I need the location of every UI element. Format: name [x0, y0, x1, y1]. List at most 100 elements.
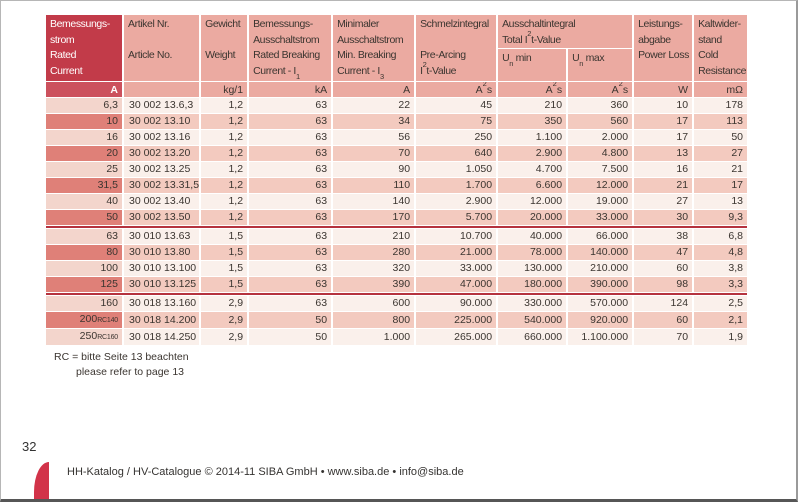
cell: 63	[46, 229, 122, 244]
cell: 210.000	[568, 261, 633, 276]
cell: 2,9	[201, 296, 248, 311]
cell: 63	[249, 245, 332, 260]
fuse-spec-table: Bemessungs-strom Rated Current Artikel Nr. …	[44, 14, 749, 346]
cell: 2.900	[416, 194, 497, 209]
cell: 330.000	[498, 296, 567, 311]
group-separator-line	[46, 226, 748, 228]
header-line: Power Loss	[638, 49, 689, 61]
cell: 17	[634, 114, 693, 129]
cell: 1,5	[201, 277, 248, 292]
column-header: Bemessungs- Ausschaltstrom Rated Breaking C…	[249, 15, 332, 81]
cell: 90.000	[416, 296, 497, 311]
cell: 160	[46, 296, 122, 311]
cell: 30 002 13.40	[124, 194, 200, 209]
header-line: strom	[50, 33, 75, 46]
cell: 210	[498, 98, 567, 113]
table-row: 125 30 010 13.125 1,5 63 390 47.000 180.000 390…	[46, 277, 748, 292]
cell: 17	[634, 130, 693, 145]
header-line: stand	[698, 33, 722, 46]
cell: 30	[634, 210, 693, 225]
cell: 30 002 13.6,3	[124, 98, 200, 113]
cell: 130.000	[498, 261, 567, 276]
unit-cell: kA	[249, 82, 332, 97]
table-row: 200RC140 30 018 14.200 2,9 50 800 225.000 540.…	[46, 312, 748, 328]
cell: 30 002 13.20	[124, 146, 200, 161]
cell: 27	[634, 194, 693, 209]
cell: 63	[249, 114, 332, 129]
page-number: 32	[22, 439, 37, 454]
cell: 16	[46, 130, 122, 145]
unit-cell: W	[634, 82, 693, 97]
header-line	[638, 64, 691, 80]
table-row: 6,3 30 002 13.6,3 1,2 63 22 45 210 360 10 178	[46, 98, 748, 113]
cell: 90	[333, 162, 415, 177]
cell: 570.000	[568, 296, 633, 311]
rc-footnote-english: please refer to page 13	[76, 366, 184, 378]
cell: 30 010 13.100	[124, 261, 200, 276]
cell: 19.000	[568, 194, 633, 209]
table-row: 10 30 002 13.10 1,2 63 34 75 350 560 17 113	[46, 114, 748, 129]
header-line: Rated Breaking	[253, 49, 320, 61]
cell: 30 010 13.63	[124, 229, 200, 244]
cell: 200RC140	[46, 312, 122, 328]
cell: 25	[46, 162, 122, 177]
cell: 170	[333, 210, 415, 225]
cell: 178	[694, 98, 748, 113]
cell: 100	[46, 261, 122, 276]
table-row: 40 30 002 13.40 1,2 63 140 2.900 12.000 19.000 2…	[46, 194, 748, 209]
cell: 2,5	[694, 296, 748, 311]
cell: 70	[634, 329, 693, 345]
cell: 660.000	[498, 329, 567, 345]
header-line: Un min	[502, 52, 532, 69]
header-line: Current - I1	[253, 64, 300, 81]
cell: 10	[634, 98, 693, 113]
column-header: Gewicht Weight	[201, 15, 248, 81]
header-line: Leistungs-	[638, 18, 683, 30]
cell: 30 002 13.31,5	[124, 178, 200, 193]
cell: 13	[634, 146, 693, 161]
cell: 13	[694, 194, 748, 209]
cell: 30 002 13.16	[124, 130, 200, 145]
cell: 30 018 13.160	[124, 296, 200, 311]
cell: 63	[249, 229, 332, 244]
cell: 75	[416, 114, 497, 129]
cell: 63	[249, 98, 332, 113]
cell: 12.000	[498, 194, 567, 209]
rc-footnote: RC = bitte Seite 13 beachten please refe…	[54, 350, 189, 380]
cell: 50	[694, 130, 748, 145]
header-line: Kaltwider-	[698, 18, 741, 30]
cell: 40.000	[498, 229, 567, 244]
cell: 30 002 13.25	[124, 162, 200, 177]
footer-catalog-line: HH-Katalog / HV-Catalogue © 2014-11 SIBA…	[67, 466, 464, 478]
rc-suffix: RC160	[97, 334, 118, 341]
unit-cell: A2s	[568, 82, 633, 97]
header-line: Gewicht	[205, 18, 241, 30]
header-line: Artikel Nr.	[128, 18, 170, 30]
cell: 47.000	[416, 277, 497, 292]
header-line: Resistance	[698, 64, 747, 77]
cell: 63	[249, 296, 332, 311]
cell: 20.000	[498, 210, 567, 225]
cell: 17	[694, 178, 748, 193]
cell: 5.700	[416, 210, 497, 225]
cell: 1,2	[201, 194, 248, 209]
header-line: Article No.	[128, 49, 173, 61]
table-row: 20 30 002 13.20 1,2 63 70 640 2.900 4.800 13 27	[46, 146, 748, 161]
header-line	[205, 64, 246, 80]
cell: 280	[333, 245, 415, 260]
column-header: Leistungs-abgabe Power Loss	[634, 15, 693, 81]
column-subheader: Un max	[568, 49, 633, 81]
cell: 800	[333, 312, 415, 328]
cell: 34	[333, 114, 415, 129]
cell: 1,5	[201, 261, 248, 276]
column-header: Kaltwider-stand Cold Resistance	[694, 15, 748, 81]
table-row: 50 30 002 13.50 1,2 63 170 5.700 20.000 33.000 3…	[46, 210, 748, 225]
cell: 1,2	[201, 162, 248, 177]
header-line	[420, 33, 495, 49]
cell: 1.700	[416, 178, 497, 193]
cell: 140.000	[568, 245, 633, 260]
cell: 30 002 13.10	[124, 114, 200, 129]
cell: 63	[249, 210, 332, 225]
cell: 1,5	[201, 245, 248, 260]
